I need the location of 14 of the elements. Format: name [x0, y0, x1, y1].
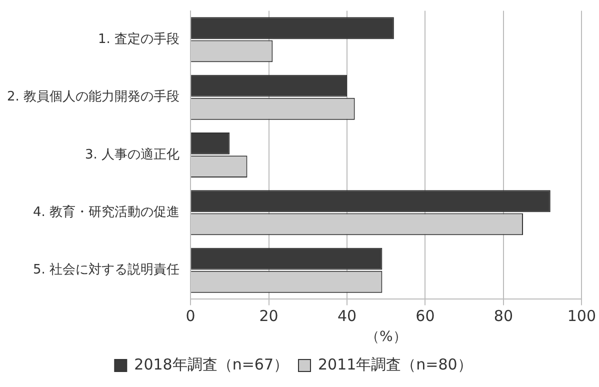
y-tick-label: 5. 社会に対する説明責任 — [32, 262, 180, 278]
y-tick-label: 3. 人事の適正化 — [84, 146, 180, 162]
legend-label: 2011年調査（n=80） — [318, 355, 472, 374]
x-axis-title: （%） — [365, 329, 407, 346]
x-tick-label: 20 — [259, 307, 278, 326]
x-tick-label: 60 — [416, 307, 435, 326]
x-tick-label: 80 — [494, 307, 513, 326]
x-tick-label: 40 — [337, 307, 357, 326]
y-tick-label: 4. 教育・研究活動の促進 — [32, 204, 180, 220]
x-tick-label: 0 — [186, 307, 196, 326]
legend-label: 2018年調査（n=67） — [134, 355, 289, 374]
y-tick-label: 1. 査定の手段 — [98, 32, 180, 48]
y-tick-label: 2. 教員個人の能力開発の手段 — [6, 90, 180, 105]
x-tick-label: 100 — [567, 307, 596, 326]
